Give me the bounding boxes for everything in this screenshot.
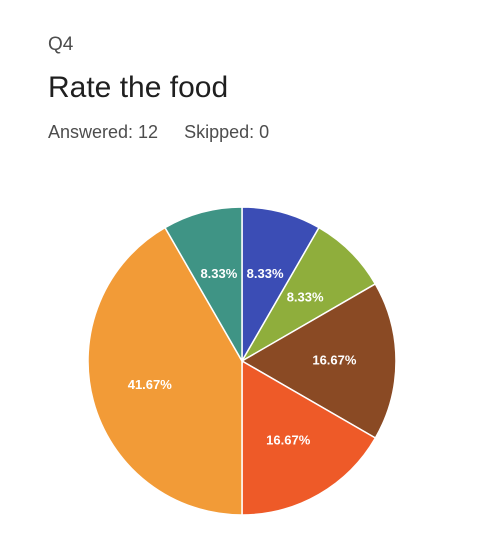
pie-slice-6: [164, 206, 243, 364]
pie-slice-5: [87, 226, 243, 516]
answered-count: Answered: 12: [48, 122, 159, 142]
pie-slice-4: [241, 359, 377, 516]
skipped-count: Skipped: 0: [184, 122, 270, 142]
pie-slice-label-2: 8.33%: [287, 289, 324, 304]
pie-labels: 8.33%8.33%16.67%16.67%41.67%8.33%: [128, 266, 357, 447]
pie-slice-label-5: 41.67%: [128, 377, 173, 392]
pie-slice-label-3: 16.67%: [312, 352, 357, 367]
pie-slice-label-1: 8.33%: [247, 266, 284, 281]
pie-slice-label-4: 16.67%: [266, 432, 311, 447]
question-number: Q4: [48, 34, 74, 55]
question-title: Rate the food: [48, 71, 229, 104]
response-stats: Answered: 12 Skipped: 0: [48, 122, 269, 143]
pie-slice-label-6: 8.33%: [200, 266, 237, 281]
pie-slice-3: [240, 282, 397, 439]
pie-slices: [87, 206, 397, 516]
